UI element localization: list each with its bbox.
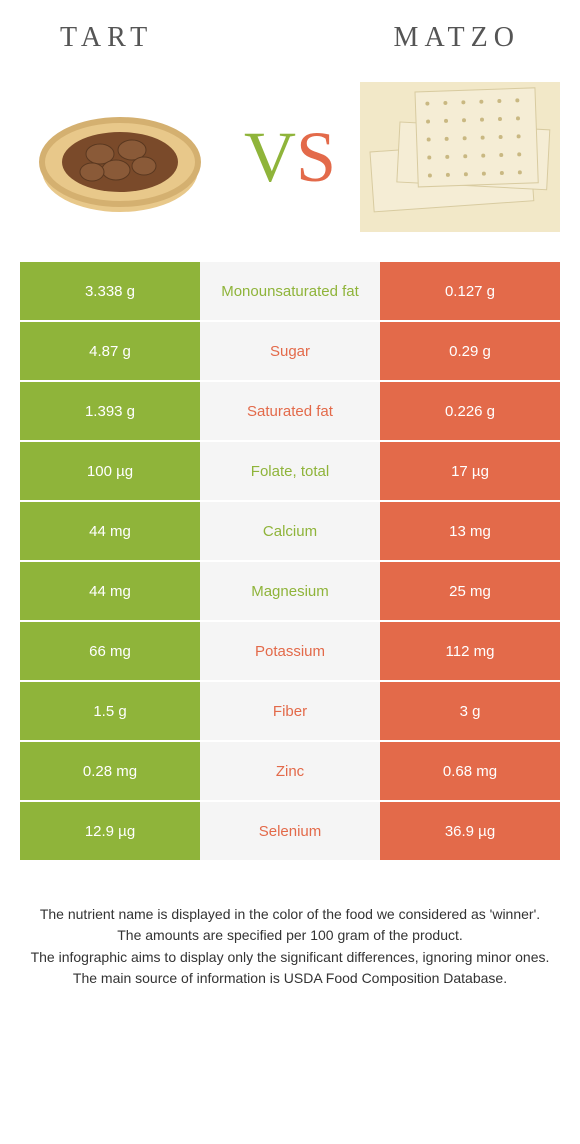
- right-value: 17 µg: [380, 442, 560, 500]
- right-value: 3 g: [380, 682, 560, 740]
- left-value: 4.87 g: [20, 322, 200, 380]
- header-titles: Tart Matzo: [0, 0, 580, 54]
- left-food-title: Tart: [60, 22, 153, 54]
- nutrient-label: Folate, total: [200, 442, 380, 500]
- comparison-table: 3.338 gMonounsaturated fat0.127 g4.87 gS…: [20, 262, 560, 862]
- table-row: 4.87 gSugar0.29 g: [20, 322, 560, 382]
- left-value: 44 mg: [20, 562, 200, 620]
- nutrient-label: Monounsaturated fat: [200, 262, 380, 320]
- table-row: 44 mgMagnesium25 mg: [20, 562, 560, 622]
- nutrient-label: Selenium: [200, 802, 380, 860]
- left-value: 44 mg: [20, 502, 200, 560]
- left-value: 1.5 g: [20, 682, 200, 740]
- nutrient-label: Magnesium: [200, 562, 380, 620]
- right-value: 36.9 µg: [380, 802, 560, 860]
- nutrient-label: Sugar: [200, 322, 380, 380]
- left-value: 3.338 g: [20, 262, 200, 320]
- left-value: 100 µg: [20, 442, 200, 500]
- table-row: 3.338 gMonounsaturated fat0.127 g: [20, 262, 560, 322]
- left-value: 66 mg: [20, 622, 200, 680]
- right-value: 0.29 g: [380, 322, 560, 380]
- table-row: 1.5 gFiber3 g: [20, 682, 560, 742]
- table-row: 12.9 µgSelenium36.9 µg: [20, 802, 560, 862]
- right-value: 0.68 mg: [380, 742, 560, 800]
- footer-notes: The nutrient name is displayed in the co…: [28, 904, 552, 988]
- vs-v: V: [244, 116, 296, 199]
- nutrient-label: Potassium: [200, 622, 380, 680]
- nutrient-label: Calcium: [200, 502, 380, 560]
- left-value: 12.9 µg: [20, 802, 200, 860]
- nutrient-label: Zinc: [200, 742, 380, 800]
- hero-row: VS: [0, 54, 580, 242]
- right-value: 0.127 g: [380, 262, 560, 320]
- nutrient-label: Fiber: [200, 682, 380, 740]
- right-value: 0.226 g: [380, 382, 560, 440]
- matzo-image: [360, 82, 560, 232]
- vs-s: S: [296, 116, 336, 199]
- table-row: 1.393 gSaturated fat0.226 g: [20, 382, 560, 442]
- footer-line: The nutrient name is displayed in the co…: [28, 904, 552, 924]
- left-value: 1.393 g: [20, 382, 200, 440]
- right-value: 25 mg: [380, 562, 560, 620]
- table-row: 100 µgFolate, total17 µg: [20, 442, 560, 502]
- footer-line: The main source of information is USDA F…: [28, 968, 552, 988]
- right-food-title: Matzo: [394, 22, 520, 54]
- table-row: 44 mgCalcium13 mg: [20, 502, 560, 562]
- table-row: 0.28 mgZinc0.68 mg: [20, 742, 560, 802]
- footer-line: The amounts are specified per 100 gram o…: [28, 925, 552, 945]
- right-value: 13 mg: [380, 502, 560, 560]
- footer-line: The infographic aims to display only the…: [28, 947, 552, 967]
- right-value: 112 mg: [380, 622, 560, 680]
- tart-image: [20, 82, 220, 232]
- vs-label: VS: [244, 116, 336, 199]
- nutrient-label: Saturated fat: [200, 382, 380, 440]
- table-row: 66 mgPotassium112 mg: [20, 622, 560, 682]
- left-value: 0.28 mg: [20, 742, 200, 800]
